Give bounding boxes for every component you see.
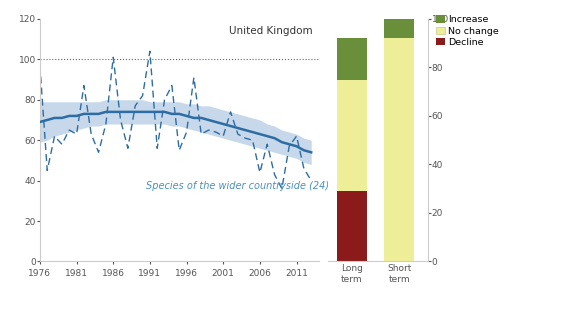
- Text: Species of the wider countryside (24): Species of the wider countryside (24): [146, 181, 329, 191]
- Text: United Kingdom: United Kingdom: [229, 26, 313, 36]
- Legend: Increase, No change, Decline: Increase, No change, Decline: [435, 14, 500, 48]
- Bar: [336, 80, 367, 191]
- Bar: [384, 19, 414, 38]
- Bar: [336, 38, 367, 80]
- Bar: [384, 38, 414, 261]
- Bar: [336, 191, 367, 261]
